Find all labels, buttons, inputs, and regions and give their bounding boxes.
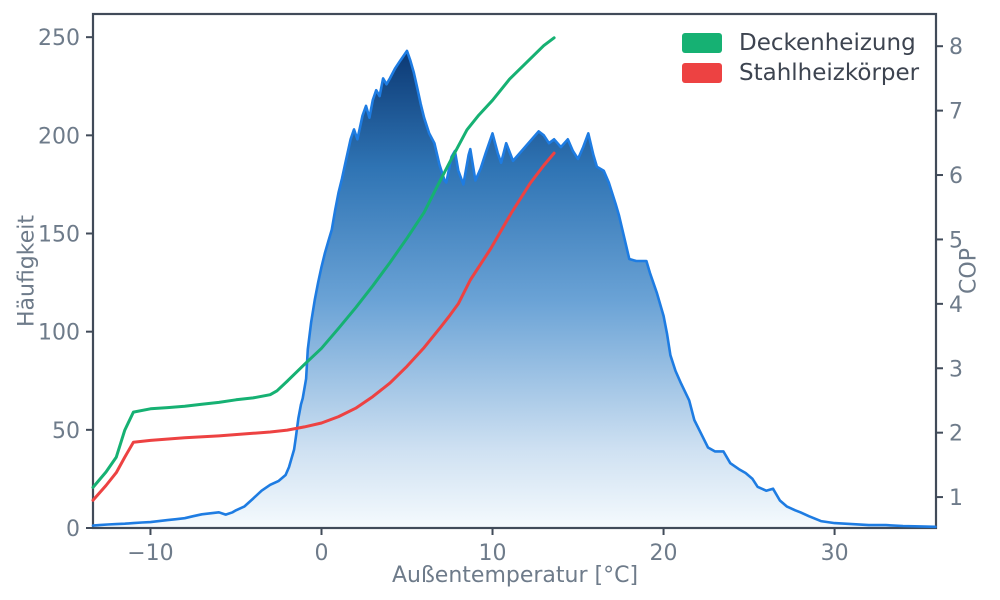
y-right-tick-label: 2 (949, 422, 963, 447)
y-right-tick-label: 8 (949, 35, 963, 60)
y-right-tick-label: 1 (949, 486, 963, 511)
plot-frame (91, 12, 938, 530)
y-left-tick-label: 0 (66, 517, 80, 542)
legend-item-stahlheizkoerper: Stahlheizkörper (682, 58, 919, 88)
x-tick-label: 20 (650, 541, 678, 566)
temperature-histogram-area (93, 50, 936, 529)
series-deckenheizung (91, 36, 556, 489)
y-right-tick-label: 5 (949, 228, 963, 253)
x-axis-label: Außentemperatur [°C] (391, 563, 639, 588)
y-right-tick-label: 4 (949, 293, 963, 318)
y-right-tick-label: 3 (949, 357, 963, 382)
legend-item-deckenheizung: Deckenheizung (682, 28, 919, 58)
x-tick-label: 10 (479, 541, 507, 566)
legend: Deckenheizung Stahlheizkörper (682, 28, 919, 88)
legend-swatch-deckenheizung (682, 33, 722, 53)
y-right-tick-label: 7 (949, 100, 963, 125)
y-left-tick-label: 50 (52, 419, 80, 444)
x-tick-label: 30 (821, 541, 849, 566)
y-left-tick-label: 200 (38, 124, 80, 149)
series-h-ufigkeit-der-au-entemperatur (91, 49, 937, 529)
y-right-tick-label: 6 (949, 164, 963, 189)
y-left-tick-label: 150 (38, 223, 80, 248)
y-axis-label-right: COP (956, 248, 982, 294)
legend-swatch-stahlheizkoerper (682, 63, 722, 83)
x-tick-label: −10 (127, 541, 173, 566)
y-left-tick-label: 100 (38, 321, 80, 346)
y-left-tick-label: 250 (38, 26, 80, 51)
x-tick-label: 0 (314, 541, 328, 566)
legend-label-stahlheizkoerper: Stahlheizkörper (739, 60, 920, 86)
legend-label-deckenheizung: Deckenheizung (739, 30, 916, 56)
series-stahlheizk-rper (91, 151, 556, 502)
y-axis-label-left: Häufigkeit (14, 214, 40, 328)
